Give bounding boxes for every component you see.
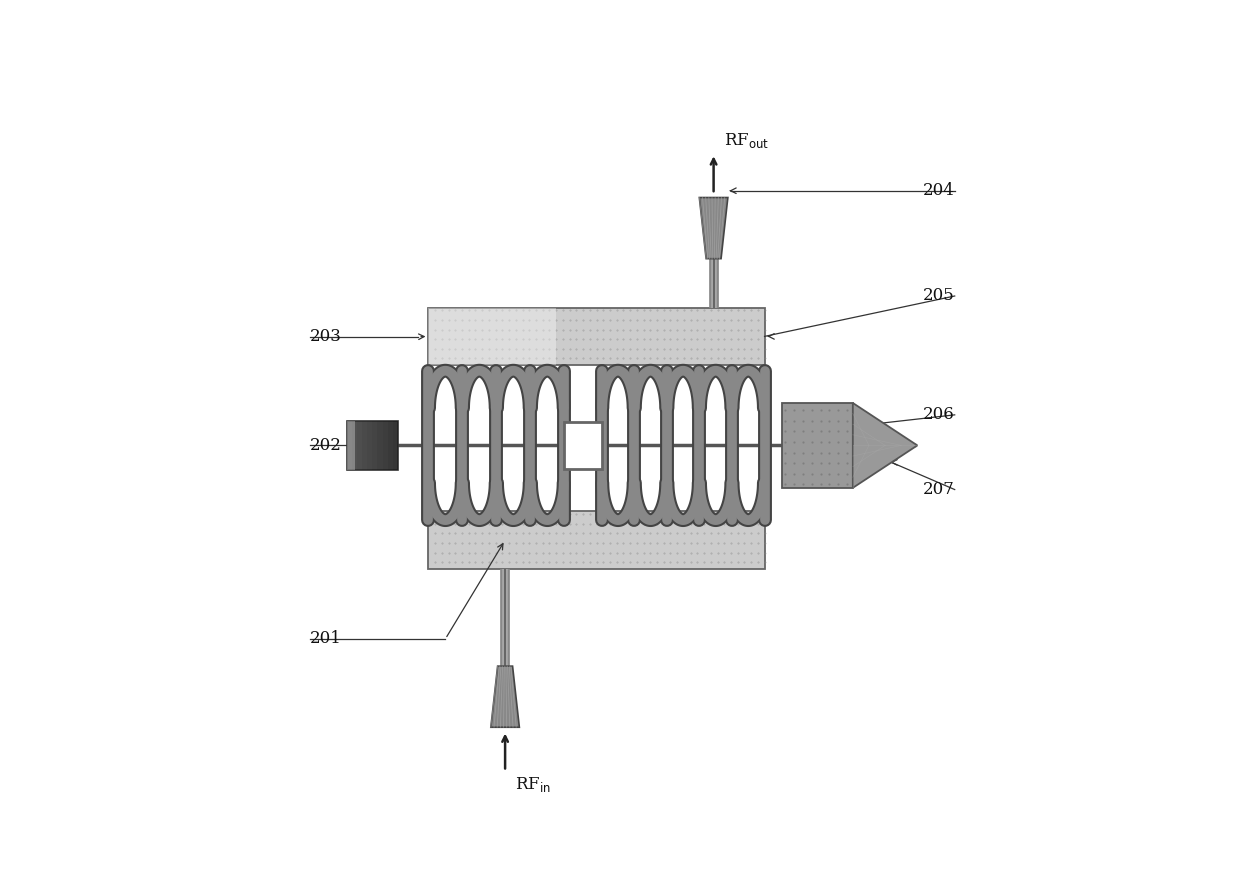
Bar [388, 421, 393, 470]
Text: 204: 204 [923, 183, 955, 199]
Text: RF$_{\mathrm{in}}$: RF$_{\mathrm{in}}$ [516, 774, 551, 794]
Text: 201: 201 [310, 631, 341, 647]
Bar [357, 421, 362, 470]
Bar [347, 421, 352, 470]
Text: 206: 206 [923, 407, 955, 423]
Bar [347, 421, 398, 470]
Text: 205: 205 [923, 288, 955, 304]
Bar [382, 421, 388, 470]
Bar [362, 421, 367, 470]
Bar [377, 421, 382, 470]
Text: RF$_{\mathrm{out}}$: RF$_{\mathrm{out}}$ [724, 131, 769, 150]
Polygon shape [491, 666, 520, 728]
Text: 203: 203 [310, 328, 341, 345]
Text: 207: 207 [923, 481, 955, 498]
Bar [428, 308, 556, 365]
Bar [347, 421, 355, 470]
Polygon shape [699, 198, 728, 258]
Bar [564, 422, 601, 469]
Bar [352, 421, 357, 470]
Bar [428, 512, 765, 569]
Bar [781, 403, 853, 488]
Bar [428, 308, 765, 365]
Bar [372, 421, 377, 470]
Bar [367, 421, 372, 470]
Polygon shape [853, 403, 918, 488]
Bar [393, 421, 398, 470]
Text: 202: 202 [310, 437, 341, 454]
